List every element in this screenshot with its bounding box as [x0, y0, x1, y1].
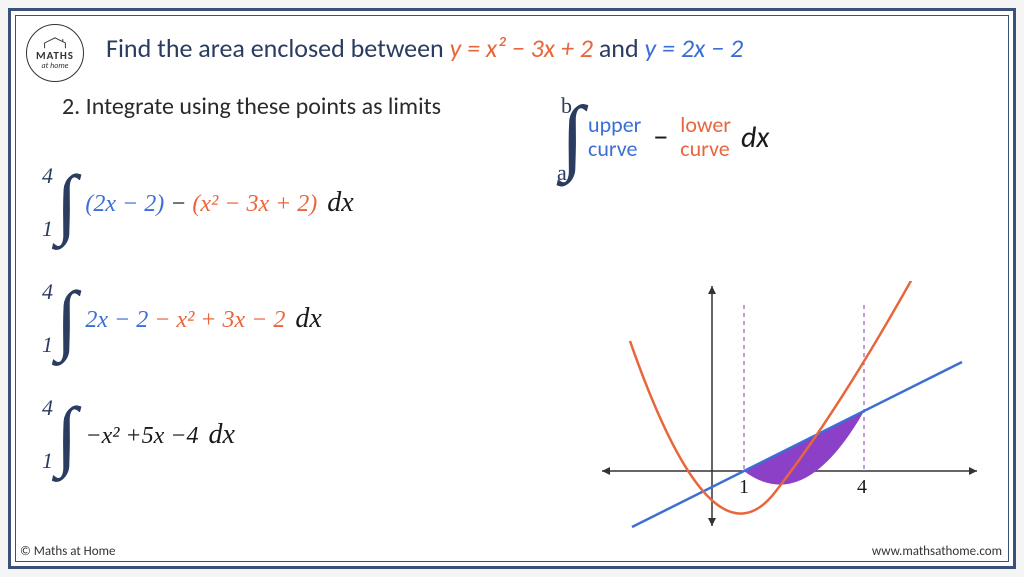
equation-2: y = 2x − 2 [645, 32, 744, 64]
integral-line-3: ∫ 4 1 −x² +5x −4 dx [56, 408, 235, 463]
minus-sign: − [653, 119, 668, 156]
line-curve [632, 362, 962, 527]
footer-copyright: © Maths at Home [20, 544, 115, 559]
integrand-2: 2x − 2 − x² + 3x − 2 dx [85, 303, 321, 335]
integral-symbol: ∫ b a [561, 108, 584, 167]
page-title: Find the area enclosed between y = x² − … [106, 32, 988, 64]
integral-glyph: ∫ 4 1 [56, 176, 77, 231]
upper-curve-label: upper curve [588, 113, 641, 161]
x-label-4: 4 [857, 476, 867, 498]
integral-line-2: ∫ 4 1 2x − 2 − x² + 3x − 2 dx [56, 292, 322, 347]
equation-1: y = x² − 3x + 2 [450, 32, 593, 64]
integrand-3: −x² +5x −4 dx [85, 419, 235, 451]
x-label-1: 1 [739, 476, 749, 498]
logo-text: MATHS [36, 50, 74, 61]
logo: MATHS at home [26, 24, 84, 82]
logo-subtext: at home [42, 61, 69, 71]
integral-glyph: ∫ 4 1 [56, 408, 77, 463]
outer-frame: MATHS at home Find the area enclosed bet… [8, 8, 1016, 569]
graph: 1 4 [582, 281, 982, 531]
dx-label: dx [741, 119, 769, 156]
footer-url: www.mathsathome.com [872, 544, 1002, 559]
title-prefix: Find the area enclosed between [106, 32, 450, 64]
lower-limit-a: a [557, 165, 567, 180]
step-subtitle: 2. Integrate using these points as limit… [62, 92, 988, 121]
house-icon [42, 36, 68, 50]
upper-limit-b: b [561, 98, 572, 113]
integral-glyph: ∫ 4 1 [56, 292, 77, 347]
integral-line-1: ∫ 4 1 (2x − 2) − (x² − 3x + 2) dx [56, 176, 354, 231]
generic-formula: ∫ b a upper curve − lower curve dx [561, 108, 769, 167]
lower-curve-label: lower curve [680, 113, 731, 161]
title-mid: and [599, 32, 645, 64]
inner-frame: MATHS at home Find the area enclosed bet… [15, 15, 1009, 562]
integrand-1: (2x − 2) − (x² − 3x + 2) dx [85, 187, 353, 219]
